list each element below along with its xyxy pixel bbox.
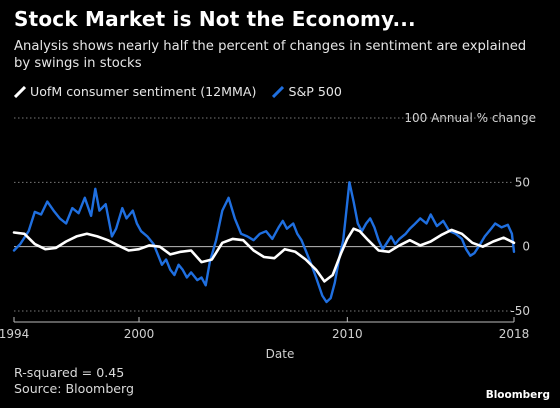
legend-item-sentiment: UofM consumer sentiment (12MMA) [14,84,256,99]
x-tick-label-1994: 1994 [0,327,29,341]
y-tick-label-50: 50 [515,175,530,189]
x-tick-label-2010: 2010 [332,327,363,341]
series-line-sp500 [12,181,516,304]
source-note: Source: Bloomberg [14,381,135,396]
series-line-sentiment [12,227,516,283]
legend-swatch-sp500 [272,85,285,98]
legend-item-sp500: S&P 500 [272,84,342,99]
legend-label-sp500: S&P 500 [288,84,342,99]
chart-title: Stock Market is Not the Economy... [14,7,416,31]
bloomberg-logo: Bloomberg [485,389,550,401]
r-squared-note: R-squared = 0.45 [14,365,125,380]
x-tick-label-2018: 2018 [499,327,530,341]
footnote: R-squared = 0.45 Source: Bloomberg [14,365,134,397]
x-axis-title: Date [266,347,295,361]
y-tick-label-100: 100 Annual % change [404,111,536,125]
legend-label-sentiment: UofM consumer sentiment (12MMA) [30,84,257,99]
legend-swatch-sentiment [14,85,26,98]
y-tick-label--50: -50 [510,304,530,318]
legend: UofM consumer sentiment (12MMA) S&P 500 [14,84,354,101]
x-tick-label-2000: 2000 [124,327,155,341]
y-tick-label-0: 0 [522,240,530,254]
chart-subtitle: Analysis shows nearly half the percent o… [14,39,527,71]
